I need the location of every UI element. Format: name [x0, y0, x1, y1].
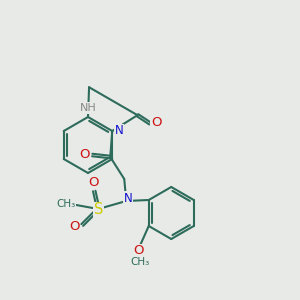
- Text: O: O: [79, 148, 89, 160]
- Text: N: N: [124, 191, 133, 205]
- Text: O: O: [151, 116, 161, 129]
- Text: O: O: [69, 220, 80, 233]
- Text: O: O: [134, 244, 144, 257]
- Text: CH₃: CH₃: [57, 199, 76, 209]
- Text: N: N: [115, 124, 124, 137]
- Text: CH₃: CH₃: [130, 257, 149, 267]
- Text: O: O: [88, 176, 98, 188]
- Text: NH: NH: [80, 103, 96, 113]
- Text: S: S: [94, 202, 103, 217]
